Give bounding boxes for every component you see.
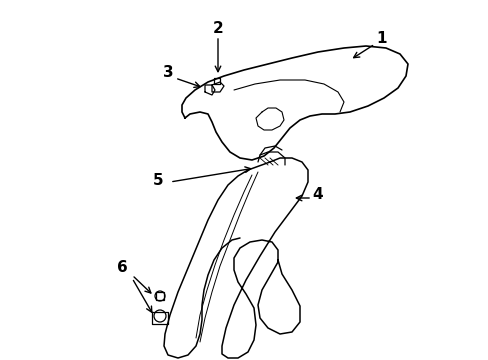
Text: 4: 4 xyxy=(312,186,323,202)
Text: 1: 1 xyxy=(376,31,386,45)
Text: 3: 3 xyxy=(163,64,173,80)
Text: 5: 5 xyxy=(152,172,163,188)
Bar xyxy=(156,292,163,300)
Text: 6: 6 xyxy=(116,261,127,275)
Text: 2: 2 xyxy=(212,21,223,36)
